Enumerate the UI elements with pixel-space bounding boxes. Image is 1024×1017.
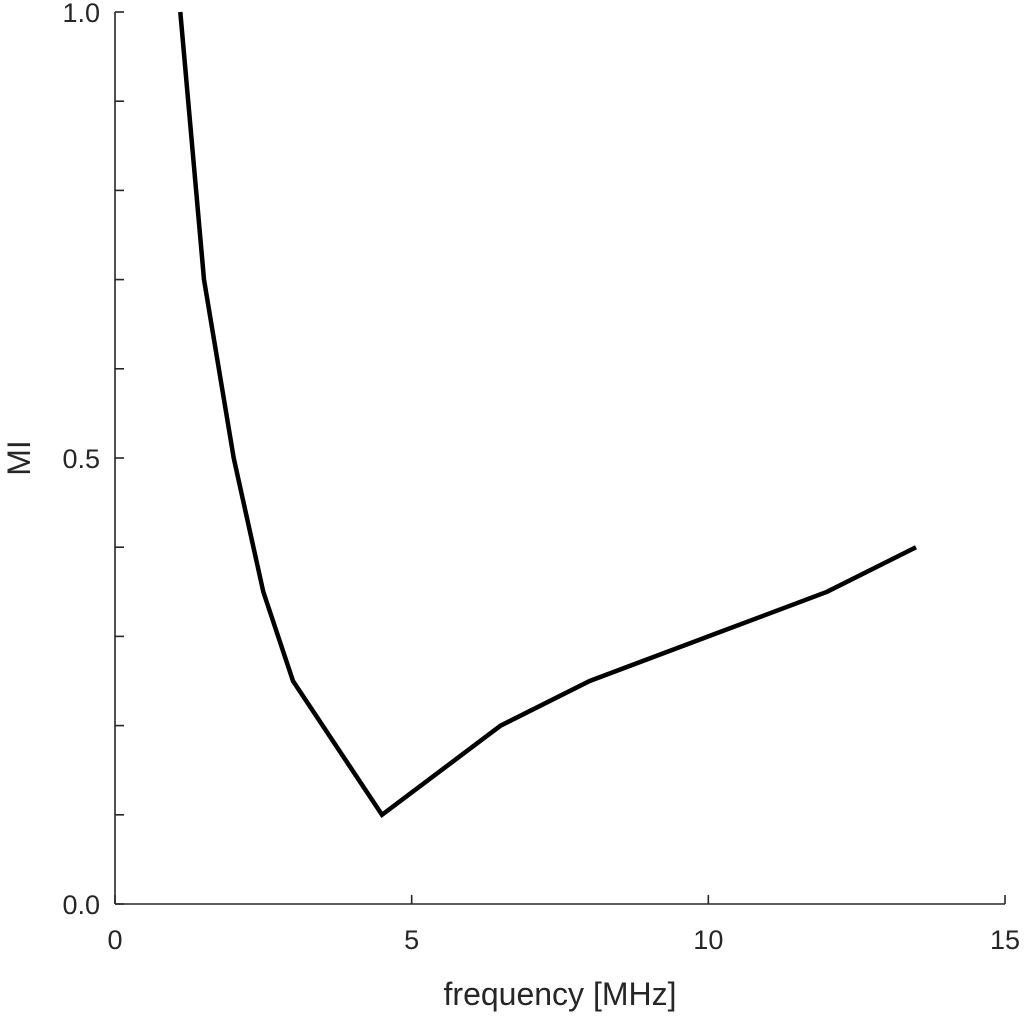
y-axis-title: MI [1, 440, 37, 476]
x-tick-label: 15 [990, 925, 1020, 955]
x-tick-label: 0 [107, 925, 122, 955]
x-ticks: 0 5 10 15 [107, 895, 1020, 955]
y-tick-label: 0.0 [62, 890, 100, 920]
series-line [178, 11, 918, 819]
y-tick-label: 1.0 [62, 0, 100, 28]
x-tick-label: 10 [693, 925, 723, 955]
x-tick-label: 5 [404, 925, 419, 955]
y-tick-label: 0.5 [62, 444, 100, 474]
axes [114, 12, 1005, 905]
series-layer [178, 11, 918, 819]
y-ticks: 0.0 0.5 1.0 [62, 0, 124, 920]
x-axis-title: frequency [MHz] [444, 976, 677, 1012]
